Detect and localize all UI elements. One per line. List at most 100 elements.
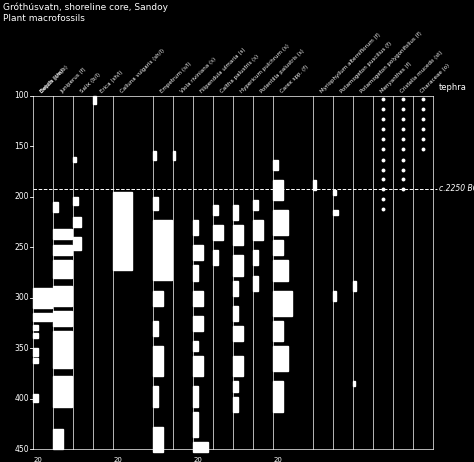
Bar [273, 346, 288, 371]
Text: 400: 400 [14, 394, 29, 403]
Bar [54, 311, 73, 326]
Bar [193, 266, 198, 280]
Bar [234, 306, 238, 321]
Text: Viola riviniana (s): Viola riviniana (s) [180, 56, 217, 94]
Bar [113, 192, 133, 270]
Bar [234, 356, 243, 377]
Bar [273, 382, 283, 412]
Bar [254, 220, 263, 240]
Bar [73, 237, 81, 250]
Bar [193, 316, 203, 331]
Bar [154, 291, 163, 306]
Bar [193, 341, 198, 351]
Bar [193, 412, 198, 437]
Bar [193, 220, 198, 235]
Bar [34, 288, 53, 308]
Bar [234, 205, 238, 220]
Bar [334, 190, 337, 195]
Bar [273, 261, 288, 280]
Text: Potamogeton puscilius (f): Potamogeton puscilius (f) [339, 41, 392, 94]
Bar [254, 275, 258, 291]
Bar [234, 225, 243, 245]
Text: 450: 450 [14, 444, 29, 454]
Bar [154, 427, 163, 452]
Text: 100: 100 [15, 91, 29, 101]
Bar [154, 152, 156, 159]
Text: Caltha palustris (s): Caltha palustris (s) [219, 54, 260, 94]
Bar [213, 225, 223, 240]
Bar [73, 157, 76, 162]
Bar [154, 321, 158, 336]
Text: 250: 250 [15, 243, 29, 252]
Text: Characeae (o): Characeae (o) [419, 63, 451, 94]
Bar [273, 180, 283, 200]
Bar [54, 429, 63, 449]
Bar [273, 321, 283, 341]
Bar [34, 348, 38, 356]
Text: 200: 200 [15, 192, 29, 201]
Text: Filipendula ulmaria (s): Filipendula ulmaria (s) [200, 47, 246, 94]
Text: Calluna vulgaris (sh/l): Calluna vulgaris (sh/l) [119, 48, 165, 94]
Text: Betula (l/w/b): Betula (l/w/b) [39, 64, 69, 94]
Text: 150: 150 [15, 142, 29, 151]
Bar [213, 250, 218, 266]
Bar [334, 291, 337, 301]
Bar [154, 346, 163, 377]
Bar [54, 229, 73, 239]
Bar [313, 180, 316, 190]
Bar [54, 245, 73, 255]
Text: 300: 300 [14, 293, 29, 302]
Bar [54, 377, 73, 407]
Text: 350: 350 [14, 344, 29, 353]
Bar [193, 245, 203, 261]
Bar [93, 96, 96, 104]
Bar [234, 255, 243, 275]
Text: Hypericum pulchrum (s): Hypericum pulchrum (s) [239, 43, 290, 94]
Text: Cristella mucedo (st): Cristella mucedo (st) [400, 50, 444, 94]
Bar [54, 286, 73, 306]
Bar [234, 382, 238, 391]
Bar [234, 396, 238, 412]
Bar [154, 220, 173, 280]
Bar [273, 159, 278, 170]
Bar [34, 313, 53, 321]
Bar [34, 325, 38, 330]
Text: 20: 20 [34, 457, 43, 462]
Bar [334, 210, 338, 215]
Bar [154, 197, 158, 210]
Text: Potamogeton polygonifolius (f): Potamogeton polygonifolius (f) [359, 30, 423, 94]
Bar [273, 210, 288, 235]
Bar [234, 326, 243, 341]
Bar [193, 356, 203, 377]
Text: Erica (sh/l): Erica (sh/l) [100, 70, 124, 94]
Bar [354, 280, 356, 291]
Bar [154, 387, 158, 407]
Text: 20: 20 [114, 457, 123, 462]
Bar [213, 205, 218, 215]
Text: tephra: tephra [439, 83, 467, 92]
Text: Plant macrofossils: Plant macrofossils [3, 14, 85, 23]
Text: c.2250 BC: c.2250 BC [439, 184, 474, 193]
Text: 20: 20 [194, 457, 203, 462]
Text: 20: 20 [274, 457, 283, 462]
Bar [273, 291, 292, 316]
Text: Gróthúsvatn, shoreline core, Sandoy: Gróthúsvatn, shoreline core, Sandoy [3, 3, 168, 12]
Text: Myriophyllum alterniflorum (f): Myriophyllum alterniflorum (f) [319, 32, 382, 94]
Bar [173, 152, 175, 159]
Text: Salix (b/l): Salix (b/l) [80, 72, 101, 94]
Bar [73, 197, 78, 205]
Bar [54, 331, 73, 368]
Bar [54, 202, 58, 212]
Bar [193, 442, 208, 452]
Bar [254, 250, 258, 266]
Bar [54, 261, 73, 278]
Bar [34, 358, 38, 363]
Text: Empetrum (s/l): Empetrum (s/l) [159, 61, 192, 94]
Bar [254, 200, 258, 210]
Text: Potentilla palustris (s): Potentilla palustris (s) [259, 48, 305, 94]
Bar [193, 387, 198, 407]
Bar [33, 96, 460, 449]
Bar [34, 333, 38, 338]
Bar [234, 280, 238, 296]
Text: Carex spp. (f): Carex spp. (f) [280, 64, 310, 94]
